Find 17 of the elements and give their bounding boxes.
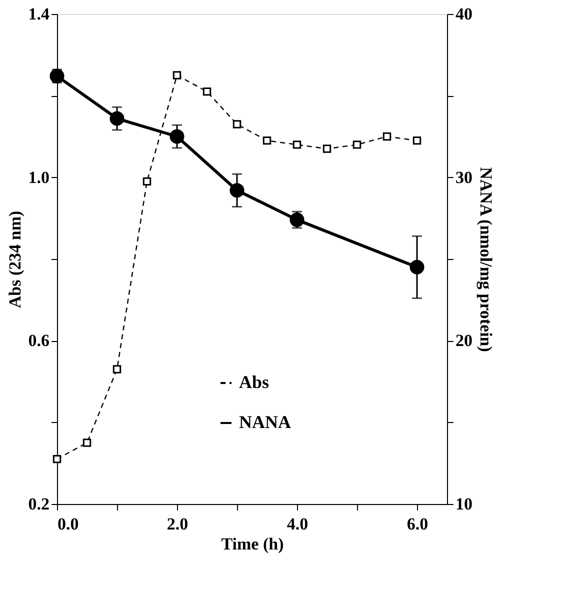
y-tick-label: 1.0	[28, 168, 50, 187]
y-tick-label: 1.4	[28, 4, 50, 24]
x-tick-label: 4.0	[286, 514, 308, 534]
x-tick-label: 2.0	[166, 514, 188, 534]
y-axis-title: Abs (234 nm)	[5, 210, 24, 308]
y2-tick-label: 30	[456, 168, 472, 187]
x-axis-title: Time (h)	[221, 534, 284, 554]
y2-axis-title: NANA (nmol/mg protein)	[476, 167, 496, 352]
y2-tick-label: 40	[456, 4, 472, 24]
y-tick-label: 0.2	[28, 494, 50, 514]
y2-tick-label: 10	[456, 494, 472, 514]
x-tick-label: 6.0	[406, 514, 428, 534]
legend-label: Abs	[239, 372, 270, 392]
x-tick-label: 0.0	[58, 514, 79, 534]
y-tick-label: 0.6	[28, 331, 50, 350]
legend-label: NANA	[239, 412, 291, 432]
y2-tick-label: 20	[456, 331, 472, 350]
